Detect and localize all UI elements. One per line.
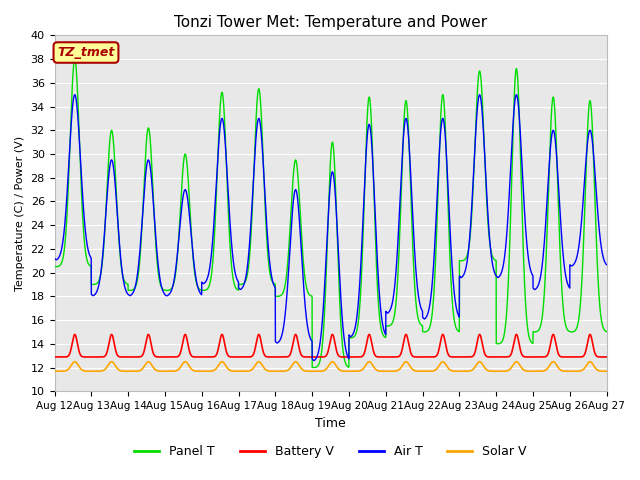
Y-axis label: Temperature (C) / Power (V): Temperature (C) / Power (V) xyxy=(15,136,25,291)
Legend: Panel T, Battery V, Air T, Solar V: Panel T, Battery V, Air T, Solar V xyxy=(129,440,532,463)
Text: TZ_tmet: TZ_tmet xyxy=(58,46,115,59)
Title: Tonzi Tower Met: Temperature and Power: Tonzi Tower Met: Temperature and Power xyxy=(174,15,487,30)
X-axis label: Time: Time xyxy=(315,417,346,430)
